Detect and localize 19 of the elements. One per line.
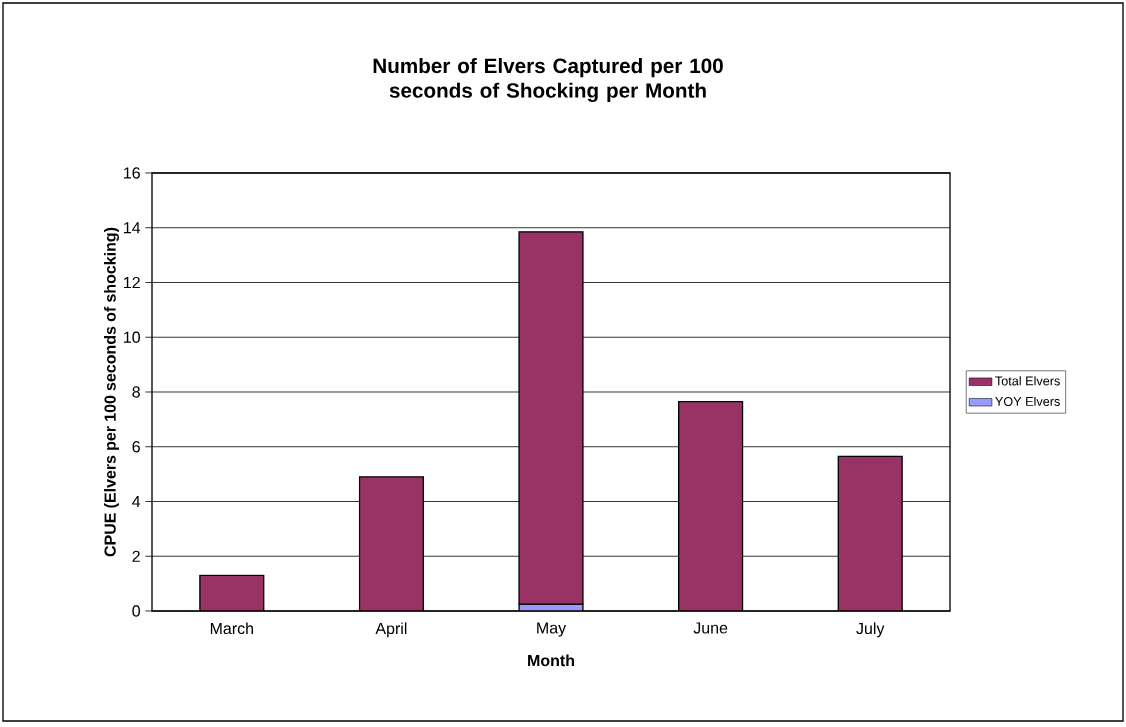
y-tick-label: 10	[124, 331, 140, 343]
y-tick-label: 14	[124, 222, 141, 234]
chart-title: Number of Elvers Captured per 100 seconds of Shocking per Month	[373, 57, 723, 102]
y-axis-title: CPUE (Elvers per 100 seconds of shocking)	[104, 227, 119, 557]
y-tick-label: 16	[124, 167, 140, 179]
x-tick-label: May	[537, 622, 567, 637]
x-tick-label: June	[693, 622, 728, 634]
y-tick-label: 2	[132, 550, 140, 562]
x-axis-title: Month	[528, 654, 575, 667]
y-tick-label: 8	[132, 386, 140, 398]
x-tick-label: July	[856, 622, 885, 638]
legend-label: Total Elvers	[995, 376, 1060, 386]
y-tick-label: 12	[124, 276, 140, 289]
x-tick-label: March	[210, 622, 253, 635]
x-tick-label: April	[375, 622, 407, 638]
y-tick-label: 6	[132, 441, 140, 453]
y-tick-label: 4	[132, 496, 141, 507]
y-tick-label: 0	[132, 605, 141, 617]
legend-label: YOY Elvers	[995, 396, 1060, 406]
